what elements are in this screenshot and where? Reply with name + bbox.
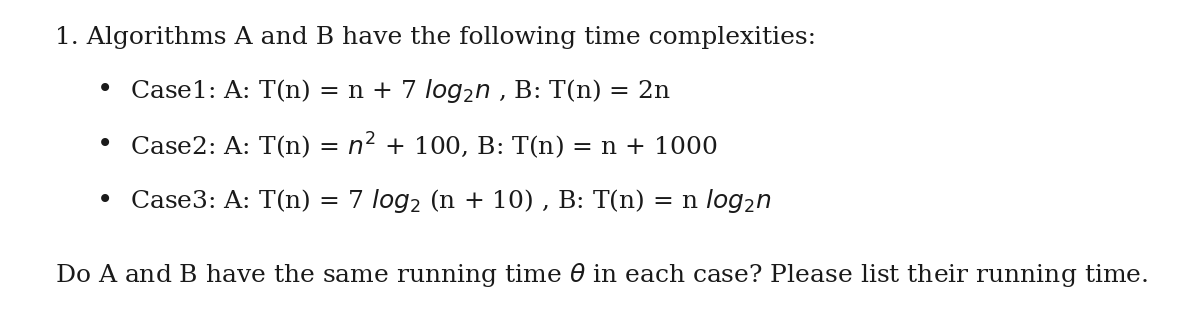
Text: Case3: A: T(n) = 7 $\mathit{log}_2$ (n + 10) , B: T(n) = n $\mathit{log}_2\mathi: Case3: A: T(n) = 7 $\mathit{log}_2$ (n +… bbox=[130, 187, 772, 215]
Text: Do A and B have the same running time $\theta$ in each case? Please list their r: Do A and B have the same running time $\… bbox=[55, 261, 1148, 289]
Text: •: • bbox=[97, 77, 113, 104]
Text: •: • bbox=[97, 188, 113, 215]
Text: •: • bbox=[97, 132, 113, 160]
Text: Case1: A: T(n) = n + 7 $\mathit{log}_2\mathit{n}$ , B: T(n) = 2n: Case1: A: T(n) = n + 7 $\mathit{log}_2\m… bbox=[130, 77, 671, 105]
Text: 1. Algorithms A and B have the following time complexities:: 1. Algorithms A and B have the following… bbox=[55, 26, 816, 49]
Text: Case2: A: T(n) = $\mathit{n}^2$ + 100, B: T(n) = n + 1000: Case2: A: T(n) = $\mathit{n}^2$ + 100, B… bbox=[130, 131, 718, 161]
